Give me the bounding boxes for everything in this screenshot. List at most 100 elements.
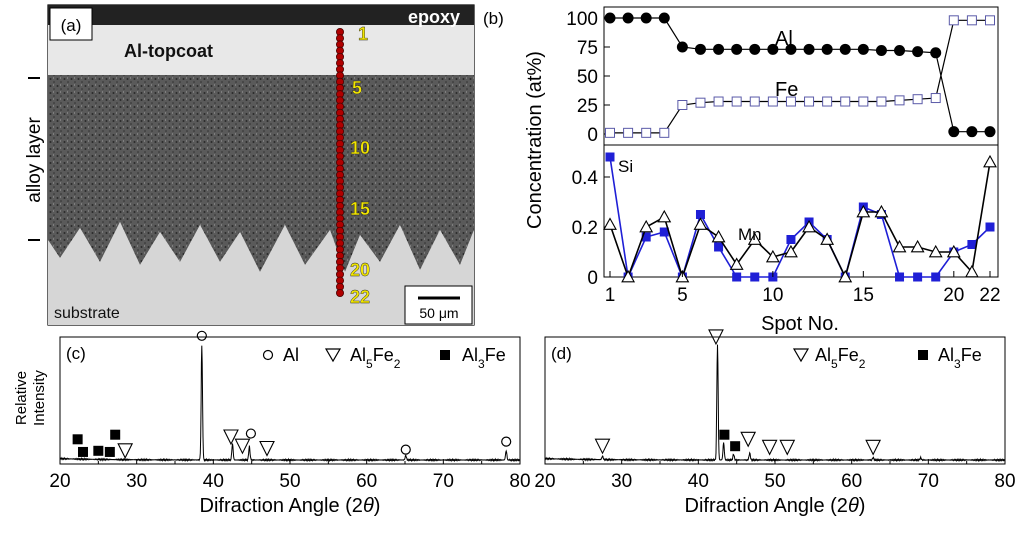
data-point-mn [892,239,907,253]
data-point-fe [713,96,724,107]
spot-number: 20 [350,260,370,280]
legend-al5fe2-triangle-icon [324,348,342,363]
y-tick-label: 0 [587,268,598,289]
data-point-al [803,43,815,55]
data-point-fe [785,96,796,107]
x-tick-label: 10 [762,285,783,306]
xrd-panel-c: (c) Relative Intensity 20 30 40 50 60 70 80 Al… [13,330,531,517]
spot-dot [335,288,344,297]
y-tick-label: 25 [577,96,598,117]
al3fe-marker-icon [110,429,121,440]
al5fe2-marker-icon [865,439,882,456]
x-tick-label: 70 [918,471,939,492]
legend-al5fe2-label: Al5Fe2 [350,345,401,371]
legend-al-label: Al [283,345,299,365]
data-point-fe [912,94,923,105]
substrate-region [48,222,474,325]
data-point-fe [840,96,851,107]
data-point-mn [983,154,997,168]
data-point-al [839,43,851,55]
chart-c-legend: Al Al5Fe2 Al3Fe [262,345,506,371]
x-tick-label: 30 [611,471,632,492]
data-point-fe [605,127,615,138]
data-point-fe [749,96,760,107]
topcoat-region [48,25,474,75]
y-tick-label: 0.2 [572,218,598,239]
data-point-fe [695,97,706,108]
y-tick-label: 50 [577,67,598,88]
xrd-panel-d: (d) 20 30 40 50 60 70 80 Al5Fe2 Al3Fe Difracti… [534,329,1016,517]
data-point-fe [641,127,652,138]
data-point-al [857,43,869,55]
data-point-al [658,12,670,24]
y-tick-label: 100 [566,9,598,30]
chart-d-x-axis-label: Difraction Angle (2θ) [685,495,866,517]
al3fe-marker-icon [719,429,730,440]
al5fe2-marker-icon [117,443,134,460]
data-point-fe [858,96,869,107]
data-point-fe [876,96,887,107]
legend-al5fe2-label: Al5Fe2 [815,345,866,371]
data-point-fe [822,96,833,107]
data-point-mn [946,244,961,258]
chart-d-legend: Al5Fe2 Al3Fe [792,345,982,371]
data-point-mn [802,219,816,233]
x-tick-label: 20 [943,285,964,306]
data-point-al [984,126,996,138]
x-tick-label: 40 [688,471,709,492]
data-point-mn [964,264,979,278]
data-point-al [713,43,725,55]
al3fe-marker-icon [104,446,115,457]
data-point-mn [928,244,943,258]
data-point-mn [729,257,744,270]
legend-al-circle-icon [262,349,274,361]
spot-dots [335,27,344,297]
alloy-layer-label: alloy layer [24,117,45,203]
data-point-si [695,210,705,219]
data-point-fe [731,96,742,107]
data-point-si [659,227,669,237]
series-line-al [610,17,990,133]
chart-c-y-label-line1: Relative [13,371,30,425]
data-point-mn [657,209,672,223]
data-point-si [985,222,995,232]
series-line-mn [609,161,991,280]
data-point-al [622,12,634,24]
data-point-mn [874,204,889,218]
data-point-mn [639,219,654,233]
series-label-al: Al [775,28,793,50]
al-marker-icon [245,428,256,439]
x-tick-label: 50 [279,471,300,492]
data-point-al [948,126,960,138]
x-tick-label: 22 [979,285,1000,306]
x-tick-label: 30 [126,471,147,492]
substrate-label: substrate [54,305,120,322]
chart-b-x-axis-label: Spot No. [761,313,839,335]
data-point-fe [767,96,778,107]
data-point-al [731,43,743,55]
al3fe-marker-icon [72,434,83,445]
data-point-si [714,242,724,252]
x-tick-label: 20 [534,471,555,492]
data-point-fe [930,93,941,104]
scale-label: 50 μm [419,305,458,321]
data-point-al [930,47,942,59]
series-label-fe: Fe [775,79,798,101]
chart-b-top-frame [603,6,999,146]
data-point-si [967,240,977,249]
data-point-al [749,43,761,55]
al-marker-icon [196,330,207,341]
x-tick-label: 50 [764,471,785,492]
data-point-si [895,272,905,282]
x-tick-label: 60 [841,471,862,492]
al-marker-icon [501,436,512,447]
data-point-mn [784,244,798,258]
data-point-mn [820,232,835,245]
data-point-al [894,44,906,56]
al5fe2-marker-icon [594,438,611,455]
al5fe2-marker-icon [779,439,796,456]
spot-number: 15 [350,199,370,219]
